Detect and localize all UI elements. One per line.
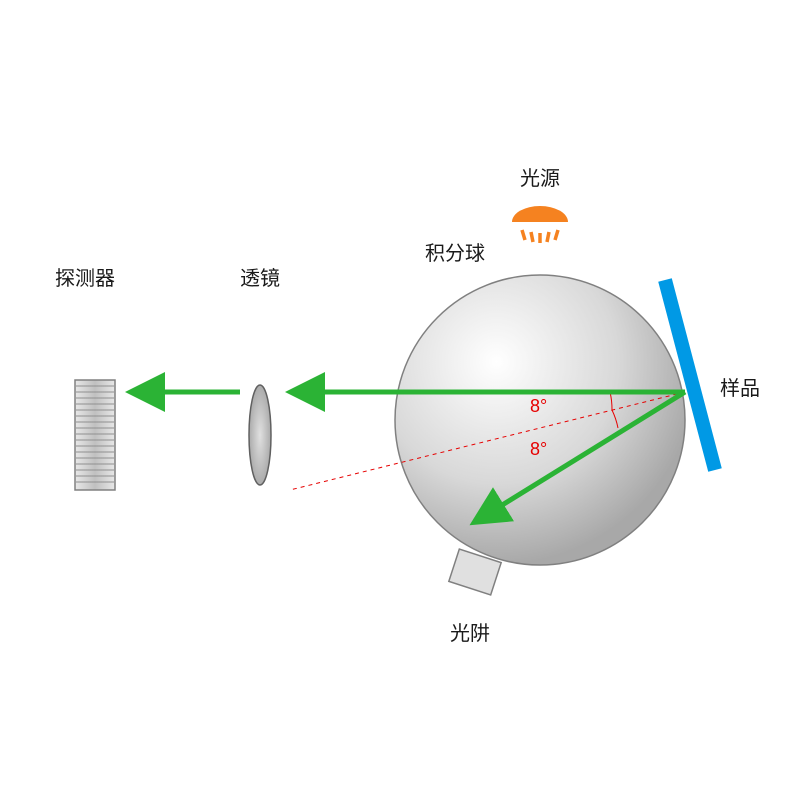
angle-lower-label: 8° [530,439,547,459]
sample-label: 样品 [720,377,760,400]
optics-diagram: 探测器 透镜 积分球 光源 样品 光阱 8° 8° [0,0,800,800]
angle-upper-label: 8° [530,396,547,416]
detector-label: 探测器 [55,267,115,290]
detector [75,380,115,490]
light-source-icon [512,206,568,243]
sphere-label: 积分球 [425,242,485,265]
light-trap-label: 光阱 [450,622,490,645]
light-source-label: 光源 [520,167,560,190]
lens [249,385,271,485]
lens-label: 透镜 [240,267,280,290]
